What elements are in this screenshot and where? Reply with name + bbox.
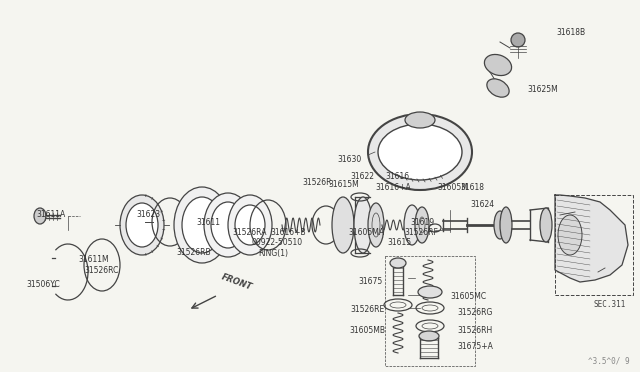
Text: 31605M: 31605M (437, 183, 468, 192)
Text: 31611: 31611 (196, 218, 220, 227)
Ellipse shape (235, 205, 265, 245)
Ellipse shape (354, 197, 372, 253)
Text: 31526R: 31526R (302, 178, 332, 187)
Text: 31625M: 31625M (527, 85, 557, 94)
Text: 31622: 31622 (350, 172, 374, 181)
Ellipse shape (390, 258, 406, 268)
Text: 31618: 31618 (460, 183, 484, 192)
Text: 31526RE: 31526RE (350, 305, 384, 314)
Ellipse shape (211, 202, 245, 248)
Text: 31506YC: 31506YC (26, 280, 60, 289)
Text: FRONT: FRONT (220, 273, 253, 292)
Text: 31526RA: 31526RA (232, 228, 266, 237)
Text: 31605MC: 31605MC (450, 292, 486, 301)
Text: 31526RB: 31526RB (176, 248, 211, 257)
Ellipse shape (419, 331, 439, 341)
Ellipse shape (204, 193, 252, 257)
Text: 31619: 31619 (410, 218, 434, 227)
Circle shape (511, 33, 525, 47)
Polygon shape (555, 195, 628, 282)
Text: 31605MB: 31605MB (349, 326, 385, 335)
Text: 31526RF: 31526RF (404, 228, 438, 237)
Ellipse shape (182, 197, 222, 253)
Text: 31526RC: 31526RC (84, 266, 118, 275)
Ellipse shape (228, 195, 272, 255)
Ellipse shape (500, 207, 512, 243)
Text: 31623: 31623 (136, 210, 160, 219)
Text: SEC.311: SEC.311 (594, 300, 626, 309)
Ellipse shape (368, 114, 472, 190)
Text: ^3.5^0/ 9: ^3.5^0/ 9 (588, 356, 630, 365)
Text: 31675: 31675 (358, 277, 382, 286)
Text: 31618B: 31618B (556, 28, 585, 37)
Bar (555, 195, 633, 295)
Ellipse shape (126, 203, 158, 247)
Text: 31630: 31630 (337, 155, 361, 164)
Text: 31616+B: 31616+B (270, 228, 306, 237)
Ellipse shape (174, 187, 230, 263)
Text: 31616: 31616 (385, 172, 409, 181)
Ellipse shape (558, 215, 582, 255)
Text: 31611A: 31611A (36, 210, 65, 219)
Ellipse shape (120, 195, 164, 255)
Ellipse shape (415, 207, 429, 243)
Ellipse shape (368, 203, 384, 247)
Ellipse shape (487, 79, 509, 97)
Ellipse shape (405, 112, 435, 128)
Text: 31605MA: 31605MA (348, 228, 384, 237)
Ellipse shape (34, 208, 46, 224)
Text: 31615: 31615 (387, 238, 411, 247)
Text: 31616+A: 31616+A (375, 183, 411, 192)
Ellipse shape (404, 205, 420, 245)
Text: 31615M: 31615M (328, 180, 359, 189)
Text: 31675+A: 31675+A (457, 342, 493, 351)
Text: 31624: 31624 (470, 200, 494, 209)
Text: 31526RG: 31526RG (457, 308, 492, 317)
Text: RING(1): RING(1) (258, 249, 288, 258)
Ellipse shape (484, 54, 511, 76)
Text: 00922-50510: 00922-50510 (252, 238, 303, 247)
Bar (385, 256, 475, 366)
Ellipse shape (378, 124, 462, 180)
Text: 31526RH: 31526RH (457, 326, 492, 335)
Ellipse shape (540, 208, 552, 242)
Ellipse shape (494, 211, 506, 239)
Ellipse shape (418, 286, 442, 298)
Text: 31611M: 31611M (78, 255, 109, 264)
Ellipse shape (332, 197, 354, 253)
